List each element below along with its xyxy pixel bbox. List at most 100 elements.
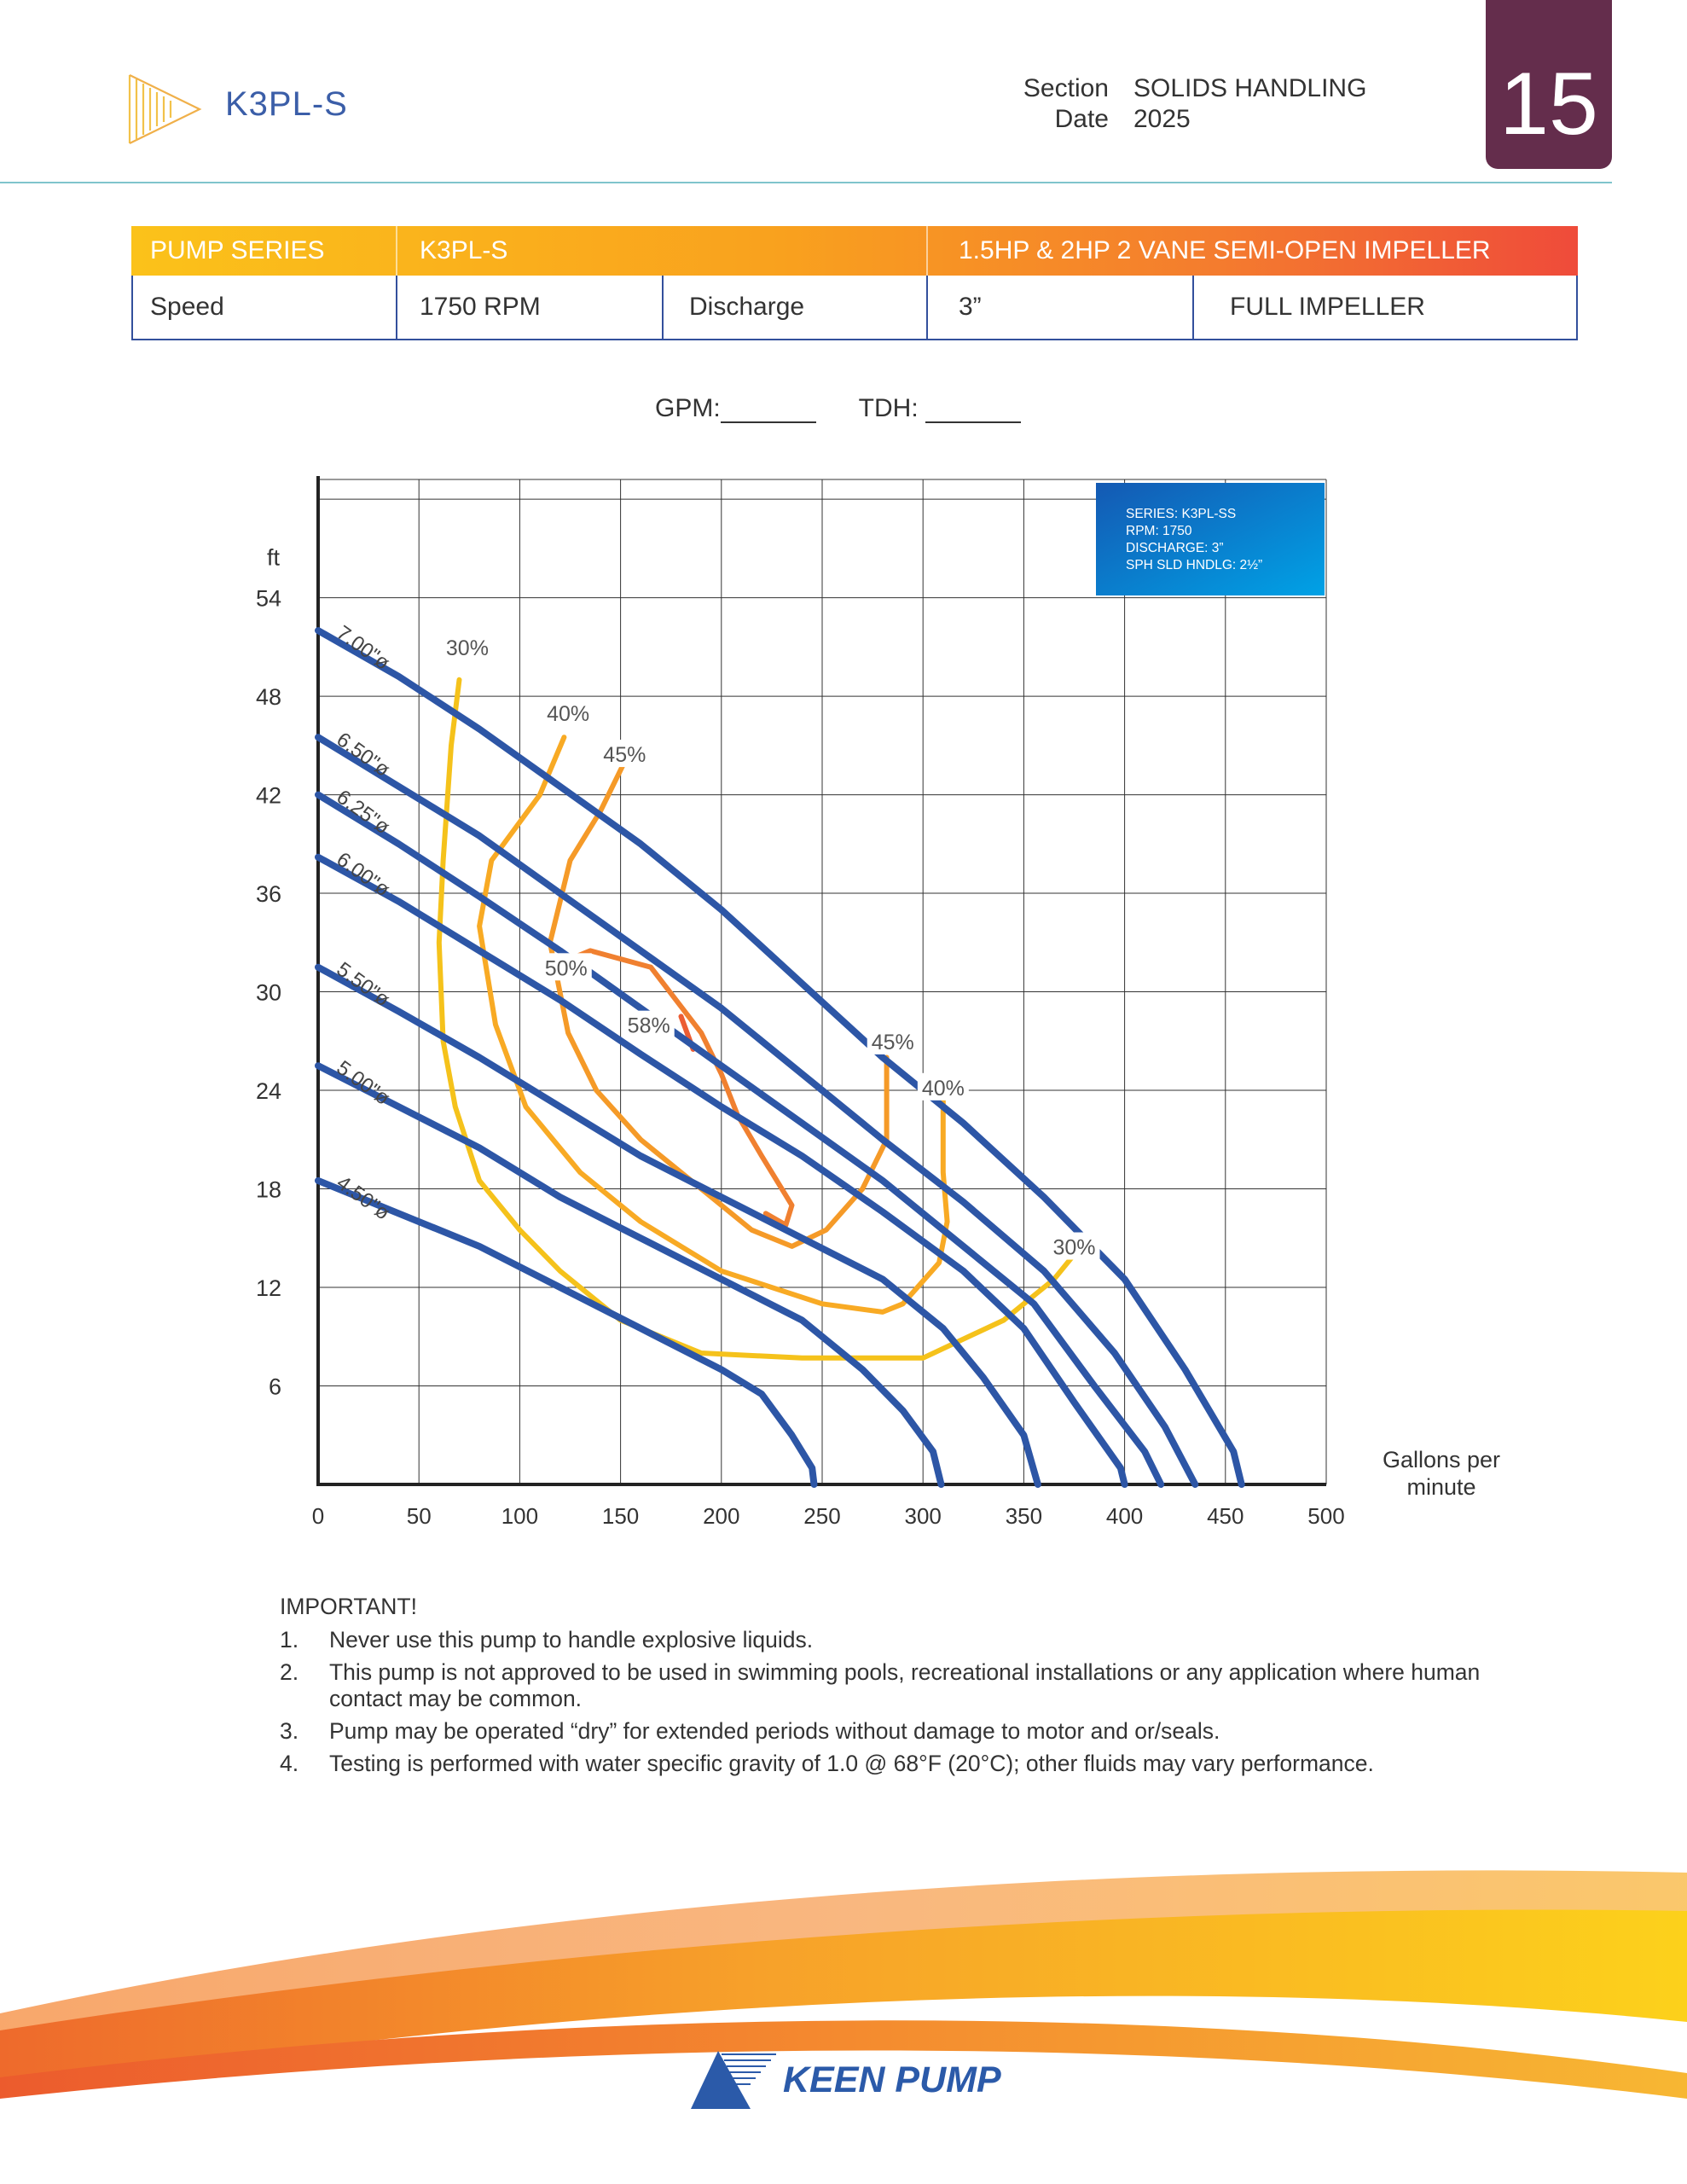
pump-series-label: PUMP SERIES (150, 236, 325, 264)
gpm-blank-field[interactable] (720, 398, 816, 423)
x-tick-label: 450 (1207, 1503, 1244, 1529)
x-axis-label-line2: minute (1406, 1474, 1475, 1500)
section-value: SOLIDS HANDLING (1133, 74, 1367, 102)
pump-performance-chart: 0 50 100 150 200 250 300 350 400 450 500 6 12 18 24 30 3… (256, 476, 1500, 1529)
spec-table-data-row: Speed 1750 RPM Discharge 3” FULL IMPELLE… (131, 276, 1578, 340)
important-notes: IMPORTANT! 1. Never use this pump to han… (280, 1594, 1491, 1783)
x-tick-label: 250 (803, 1503, 840, 1529)
x-tick-label: 50 (407, 1503, 432, 1529)
impeller-curve (315, 791, 1165, 1488)
x-tick-label: 350 (1006, 1503, 1042, 1529)
y-tick-label: 36 (256, 881, 281, 907)
efficiency-label-bg (441, 632, 493, 660)
note-number: 1. (280, 1627, 299, 1653)
pump-series-value: K3PL-S (420, 236, 508, 264)
efficiency-label-bg (599, 740, 651, 768)
impeller-curve (315, 627, 1245, 1488)
impeller-label: 5.00"ø (332, 1056, 394, 1110)
efficiency-label-bg (623, 1010, 675, 1038)
impeller-label: 4.50"ø (332, 1171, 394, 1225)
date-value: 2025 (1133, 105, 1191, 133)
impeller-label: 5.50"ø (332, 958, 394, 1012)
efficiency-curve (477, 735, 950, 1315)
speed-value: 1750 RPM (420, 293, 541, 321)
note-item: 4. Testing is performed with water speci… (280, 1751, 1491, 1777)
note-text: This pump is not approved to be used in … (329, 1659, 1481, 1711)
note-item: 3. Pump may be operated “dry” for extend… (280, 1718, 1491, 1745)
page-tab (1486, 0, 1612, 169)
efficiency-label: 40% (547, 702, 589, 726)
y-tick-label: 42 (256, 783, 281, 809)
impeller-curve (315, 1176, 818, 1488)
efficiency-label-bg (542, 698, 594, 726)
keen-pump-logo-icon (691, 2051, 776, 2109)
efficiency-label: 45% (603, 743, 646, 767)
page-number: 15 (1499, 55, 1598, 154)
x-tick-label: 200 (703, 1503, 739, 1529)
discharge-label: Discharge (689, 293, 805, 321)
efficiency-label: 30% (1052, 1236, 1095, 1260)
header-divider (0, 182, 1612, 183)
info-box-line: SPH SLD HNDLG: 2½” (1126, 558, 1262, 572)
tdh-label: TDH: (858, 394, 919, 422)
x-tick-label: 150 (602, 1503, 639, 1529)
efficiency-label: 40% (922, 1077, 965, 1101)
efficiency-label: 30% (446, 636, 489, 660)
impeller-curve (315, 1062, 945, 1488)
info-box-line: SERIES: K3PL-SS (1126, 507, 1236, 521)
impeller-label: 7.00"ø (332, 621, 394, 675)
note-number: 3. (280, 1718, 299, 1744)
efficiency-curve (436, 677, 1077, 1361)
x-tick-label: 300 (905, 1503, 942, 1529)
spec-table-header-row: PUMP SERIES K3PL-S 1.5HP & 2HP 2 VANE SE… (131, 226, 1578, 276)
info-box-line: RPM: 1750 (1126, 524, 1192, 538)
speed-label: Speed (150, 293, 224, 321)
note-text: Testing is performed with water specific… (329, 1751, 1374, 1776)
spec-table: PUMP SERIES K3PL-S 1.5HP & 2HP 2 VANE SE… (131, 226, 1578, 340)
efficiency-curve (567, 948, 795, 1228)
impeller-type: FULL IMPELLER (1230, 293, 1425, 321)
brand-name: KEEN PUMP (783, 2059, 1001, 2100)
y-tick-label: 30 (256, 980, 281, 1006)
impeller-curve (315, 853, 1128, 1488)
x-tick-label: 500 (1307, 1503, 1344, 1529)
note-text: Pump may be operated “dry” for extended … (329, 1718, 1220, 1744)
info-box-line: DISCHARGE: 3” (1126, 541, 1224, 555)
y-tick-label: 18 (256, 1177, 281, 1203)
efficiency-label-bg (1048, 1232, 1100, 1260)
x-tick-label: 100 (501, 1503, 538, 1529)
x-axis-label-line1: Gallons per (1383, 1447, 1500, 1472)
info-box (1096, 483, 1325, 595)
y-tick-label: 12 (256, 1275, 281, 1301)
impeller-description: 1.5HP & 2HP 2 VANE SEMI-OPEN IMPELLER (959, 236, 1491, 264)
model-title: K3PL-S (225, 85, 348, 123)
date-label: Date (1054, 105, 1109, 133)
x-tick-label: 400 (1106, 1503, 1143, 1529)
operating-point-form: GPM: TDH: (655, 394, 1064, 423)
y-tick-label: 54 (256, 586, 281, 612)
y-tick-label: 6 (269, 1374, 281, 1400)
efficiency-label-bg (540, 953, 592, 981)
notes-title: IMPORTANT! (280, 1594, 417, 1619)
footer-wave-decoration (0, 1870, 1687, 2099)
y-tick-label: 48 (256, 684, 281, 710)
efficiency-label: 58% (628, 1014, 670, 1038)
impeller-curve (315, 734, 1199, 1488)
y-tick-label: 24 (256, 1078, 281, 1104)
efficiency-label-bg (867, 1026, 919, 1054)
gpm-label: GPM: (655, 394, 721, 422)
keen-pump-logo-mark-icon (128, 74, 202, 144)
discharge-value: 3” (959, 293, 982, 321)
section-label: Section (1023, 74, 1109, 102)
tdh-blank-field[interactable] (925, 398, 1022, 423)
note-number: 2. (280, 1659, 299, 1685)
x-tick-label: 0 (312, 1503, 324, 1529)
efficiency-label: 50% (545, 956, 588, 980)
efficiency-label-bg (917, 1072, 969, 1101)
y-axis-label: ft (267, 544, 281, 570)
impeller-curve (315, 963, 1041, 1488)
note-item: 1. Never use this pump to handle explosi… (280, 1627, 1491, 1653)
note-number: 4. (280, 1751, 299, 1776)
note-text: Never use this pump to handle explosive … (329, 1627, 814, 1653)
note-item: 2. This pump is not approved to be used … (280, 1659, 1491, 1712)
